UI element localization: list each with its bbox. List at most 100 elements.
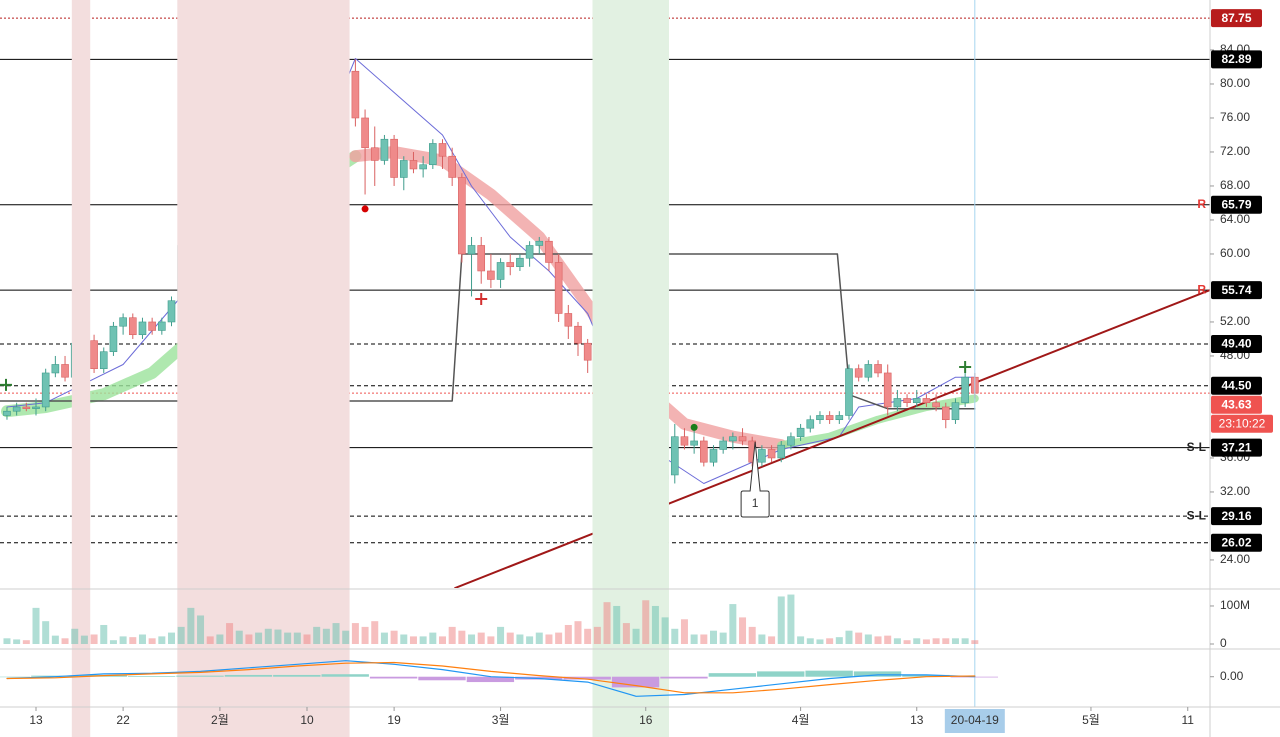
volume-bar [235, 630, 243, 644]
callout-label: 1 [752, 496, 759, 510]
volume-bar [168, 632, 176, 644]
x-tick-label: 13 [29, 713, 43, 727]
signal-dot [690, 423, 698, 431]
cursor-label: 20-04-19 [951, 713, 999, 727]
candle-body [109, 325, 118, 353]
volume-bar [526, 636, 534, 644]
price-label-bg [1211, 9, 1262, 28]
volume-bar [642, 600, 650, 644]
candle-body [370, 147, 379, 161]
cursor-label-bg [944, 709, 1005, 733]
callout-box [740, 441, 770, 518]
macd-histogram-bar [273, 674, 321, 677]
volume-bar [816, 639, 824, 644]
volume-bar [651, 605, 659, 644]
volume-bar [932, 638, 940, 644]
signal-marker [959, 361, 972, 374]
macd-histogram-bar [757, 671, 805, 677]
candle-body [941, 406, 950, 421]
price-label: 82.89 [1221, 52, 1251, 66]
candle-body [32, 406, 40, 409]
volume-bar [729, 604, 737, 644]
volume-bar [564, 624, 572, 644]
volume-bar [390, 630, 398, 644]
candle-body [738, 436, 747, 442]
volume-bar [468, 634, 476, 644]
candle-body [961, 376, 969, 404]
volume-bar [51, 635, 59, 644]
price-label-bg [1211, 533, 1262, 552]
level-tag: R [1197, 282, 1206, 296]
price-label-bg [1211, 281, 1262, 300]
volume-bar [255, 632, 263, 644]
volume-bar [632, 628, 640, 644]
candle-body [680, 436, 689, 446]
volume-bar [477, 632, 485, 644]
price-label-bg [1211, 438, 1262, 457]
volume-bar [429, 632, 437, 644]
volume-bar [506, 632, 514, 644]
price-label-bg [1211, 395, 1262, 414]
x-tick-label: 3월 [492, 713, 510, 727]
volume-bar [748, 626, 756, 644]
volume-bar [797, 636, 805, 644]
y-tick-label: 32.00 [1220, 484, 1250, 498]
candle-body [525, 245, 534, 259]
volume-bar [961, 638, 969, 644]
indicator-line [454, 289, 1210, 588]
candle-body [951, 402, 960, 421]
volume-bar [864, 634, 872, 644]
candle-body [158, 321, 166, 331]
macd-histogram-bar [466, 676, 515, 683]
candle-body [874, 364, 882, 374]
volume-bar [826, 638, 834, 644]
x-tick-label: 4월 [792, 713, 810, 727]
signal-dot [361, 205, 369, 213]
volume-bar [293, 632, 301, 644]
candle-body [167, 300, 176, 323]
x-tick-label: 10 [300, 713, 314, 727]
macd-histogram-bar [224, 674, 273, 677]
candle-body [128, 317, 137, 336]
volume-bar [942, 638, 950, 644]
volume-bar [787, 594, 795, 644]
candle-body [932, 402, 940, 408]
candle-body [709, 449, 718, 463]
volume-bar [284, 632, 292, 644]
volume-bar [22, 640, 30, 644]
macd-histogram-bar [708, 673, 757, 677]
candle-body [806, 419, 815, 429]
candle-body [554, 262, 563, 314]
candle-body [922, 398, 931, 404]
y-tick-label: 24.00 [1220, 552, 1250, 566]
volume-bar [187, 607, 195, 644]
volume-bar [777, 596, 785, 644]
macd-histogram-bar [853, 671, 902, 677]
volume-bar [206, 636, 214, 644]
candle-body [506, 262, 515, 268]
price-label-bg [1211, 195, 1262, 214]
candle-body [583, 342, 592, 361]
level-tag: S-L [1187, 440, 1206, 454]
candle-body [351, 70, 360, 119]
volume-bar [516, 634, 524, 644]
candle-body [61, 364, 69, 378]
candle-body [22, 406, 31, 409]
volume-bar [13, 639, 21, 644]
candle-body [835, 415, 844, 421]
highlight-band [71, 0, 91, 737]
candle-body [467, 245, 476, 255]
candle-body [893, 398, 902, 408]
candle-body [99, 351, 108, 370]
candle-body [535, 240, 544, 246]
volume-bar [806, 638, 814, 644]
x-tick-label: 11 [1182, 713, 1195, 727]
volume-bar [613, 605, 621, 644]
candle-body [409, 160, 418, 170]
highlight-band [177, 0, 350, 737]
volume-bar [332, 623, 340, 644]
volume-bar [245, 634, 253, 644]
volume-bar [371, 621, 379, 644]
candle-body [477, 245, 486, 272]
volume-bar [709, 630, 717, 644]
